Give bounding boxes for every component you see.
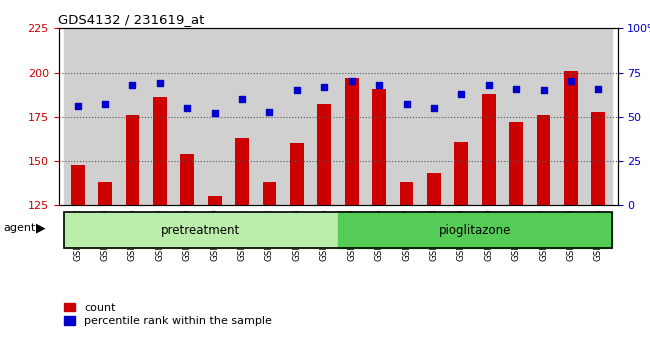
Bar [92, 28, 119, 205]
Point [401, 102, 411, 107]
Point [429, 105, 439, 111]
Bar [584, 28, 612, 205]
Point [538, 87, 549, 93]
Bar [420, 28, 448, 205]
Bar [338, 28, 365, 205]
Bar [564, 71, 578, 205]
Bar [153, 97, 167, 205]
Bar [537, 115, 551, 205]
Point [374, 82, 384, 88]
Bar [448, 28, 475, 205]
Point [456, 91, 467, 97]
Point [73, 103, 83, 109]
Point [292, 87, 302, 93]
Point [566, 79, 576, 84]
Point [100, 102, 110, 107]
Point [155, 80, 165, 86]
Point [209, 110, 220, 116]
Bar [174, 28, 201, 205]
Bar [427, 173, 441, 205]
Bar [64, 212, 338, 248]
Bar [317, 104, 331, 205]
Point [319, 84, 330, 90]
Text: GDS4132 / 231619_at: GDS4132 / 231619_at [58, 13, 205, 26]
Text: pretreatment: pretreatment [161, 224, 240, 236]
Point [237, 96, 247, 102]
Bar [454, 142, 468, 205]
Text: pioglitazone: pioglitazone [439, 224, 511, 236]
Bar [263, 182, 276, 205]
Point [127, 82, 138, 88]
Bar [208, 196, 222, 205]
Bar [400, 182, 413, 205]
Bar [119, 28, 146, 205]
Bar [557, 28, 584, 205]
Bar [475, 28, 502, 205]
Bar [502, 28, 530, 205]
Bar [311, 28, 338, 205]
Point [265, 109, 275, 114]
Bar [283, 28, 311, 205]
Point [484, 82, 494, 88]
Bar [146, 28, 174, 205]
Text: agent: agent [3, 223, 36, 233]
Bar [235, 138, 249, 205]
Point [511, 86, 521, 91]
Bar [345, 78, 359, 205]
Bar [228, 28, 256, 205]
Bar [482, 94, 495, 205]
Bar [98, 182, 112, 205]
Bar [365, 28, 393, 205]
Bar [64, 28, 92, 205]
Bar [509, 122, 523, 205]
Bar [372, 88, 386, 205]
Bar [592, 112, 605, 205]
Bar [201, 28, 228, 205]
Point [593, 86, 603, 91]
Bar [256, 28, 283, 205]
Point [182, 105, 192, 111]
Legend: count, percentile rank within the sample: count, percentile rank within the sample [64, 303, 272, 326]
Bar [71, 165, 84, 205]
Bar [125, 115, 139, 205]
Bar [290, 143, 304, 205]
Bar [338, 212, 612, 248]
Bar [530, 28, 557, 205]
Point [346, 79, 357, 84]
Bar [181, 154, 194, 205]
Text: ▶: ▶ [36, 222, 46, 235]
Bar [393, 28, 420, 205]
